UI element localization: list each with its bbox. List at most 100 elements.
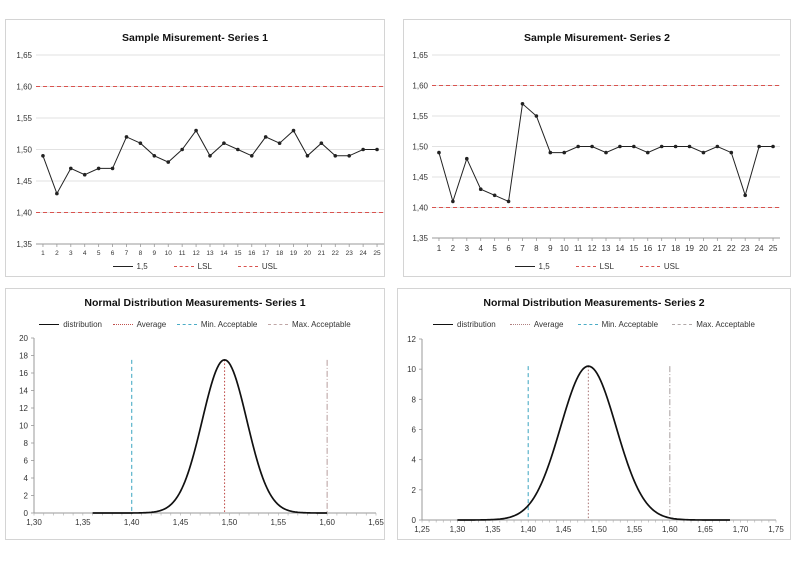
y-tick-label: 1,35 <box>412 234 428 243</box>
x-tick-label: 14 <box>220 250 228 257</box>
x-tick-label: 18 <box>671 244 680 253</box>
data-point <box>548 150 553 155</box>
series-line <box>42 129 378 195</box>
data-point <box>194 128 198 133</box>
x-tick-label: 18 <box>276 250 284 257</box>
x-tick-label: 1 <box>41 250 45 257</box>
x-tick-label: 1,75 <box>768 525 784 534</box>
data-point <box>124 135 129 139</box>
x-tick-label: 1,30 <box>26 518 42 527</box>
data-point <box>222 141 226 145</box>
y-tick-label: 18 <box>19 352 28 361</box>
x-tick-label: 21 <box>713 244 722 253</box>
legend-label: Average <box>533 320 564 329</box>
y-tick-label: 10 <box>407 365 416 374</box>
x-tick-label: 4 <box>478 244 483 253</box>
data-point <box>604 150 608 155</box>
y-tick-label: 8 <box>24 439 29 448</box>
y-tick-label: 4 <box>412 456 417 465</box>
legend-label: Max. Acceptable <box>696 320 755 329</box>
x-tick-label: 1,25 <box>414 525 430 534</box>
x-tick-label: 1,35 <box>75 518 91 527</box>
data-point <box>451 199 455 204</box>
legend-item-min-acceptable: Min. Acceptable <box>176 320 258 329</box>
y-tick-label: 1,55 <box>16 114 32 123</box>
y-tick-label: 14 <box>19 387 28 396</box>
x-tick-label: 1,40 <box>124 518 140 527</box>
chart-legend: 1,5 LSL USL <box>404 262 790 271</box>
data-point <box>69 166 73 171</box>
x-tick-label: 1,30 <box>450 525 466 534</box>
y-tick-label: 1,40 <box>16 209 32 218</box>
data-point <box>673 144 678 149</box>
y-tick-label: 1,35 <box>16 240 32 249</box>
data-point <box>333 154 338 158</box>
y-tick-label: 1,50 <box>16 146 32 155</box>
y-tick-label: 1,55 <box>412 112 428 121</box>
y-tick-label: 4 <box>24 474 29 483</box>
line-chart-series-1: 1,351,401,451,501,551,601,651 2 3 4 5 6 7 8 9 10 1… <box>16 51 384 257</box>
chart-legend: 1,5 LSL USL <box>6 262 384 271</box>
x-tick-label: 6 <box>111 250 115 257</box>
data-point <box>208 154 212 158</box>
chart-panel-distribution-1: Normal Distribution Measurements- Series… <box>5 288 385 540</box>
x-tick-label: 1,55 <box>270 518 286 527</box>
x-tick-label: 16 <box>643 244 652 253</box>
x-tick-label: 25 <box>373 250 381 257</box>
data-point <box>375 147 379 152</box>
y-tick-label: 2 <box>412 486 417 495</box>
x-tick-label: 20 <box>699 244 708 253</box>
data-point <box>277 141 282 145</box>
data-point <box>305 154 310 158</box>
y-tick-label: 8 <box>412 395 417 404</box>
data-point <box>534 114 539 118</box>
legend-item-max-acceptable: Max. Acceptable <box>672 320 755 329</box>
y-tick-label: 20 <box>19 334 28 343</box>
x-tick-label: 23 <box>346 250 354 257</box>
data-point <box>632 144 636 149</box>
chart-panel-distribution-2: Normal Distribution Measurements- Series… <box>397 288 791 540</box>
x-tick-label: 10 <box>165 250 173 257</box>
chart-legend: distribution Average Min. Acceptable Max… <box>6 320 384 329</box>
legend-label: Max. Acceptable <box>291 320 351 329</box>
y-tick-label: 1,40 <box>412 204 428 213</box>
x-tick-label: 1,45 <box>173 518 189 527</box>
y-tick-label: 12 <box>407 335 416 344</box>
x-tick-label: 1,65 <box>697 525 713 534</box>
legend-label: 1,5 <box>136 262 148 271</box>
legend-item-measurement: 1,5 <box>514 262 550 271</box>
data-point <box>291 128 296 133</box>
y-tick-label: 1,65 <box>16 51 32 60</box>
x-tick-label: 5 <box>97 250 101 257</box>
y-tick-label: 0 <box>412 516 417 525</box>
x-tick-label: 1,40 <box>520 525 536 534</box>
legend-label: Average <box>136 320 167 329</box>
x-tick-label: 6 <box>506 244 511 253</box>
x-tick-label: 20 <box>304 250 312 257</box>
y-tick-label: 10 <box>19 422 28 431</box>
data-point <box>645 150 650 155</box>
x-tick-label: 1,50 <box>591 525 607 534</box>
data-point <box>263 135 268 139</box>
chart-legend: distribution Average Min. Acceptable Max… <box>398 320 790 329</box>
legend-label: LSL <box>197 262 212 271</box>
chart-title: Normal Distribution Measurements- Series… <box>84 297 306 309</box>
x-tick-label: 11 <box>179 250 186 257</box>
y-tick-label: 1,60 <box>16 83 32 92</box>
data-point <box>82 172 87 177</box>
legend-label: 1,5 <box>538 262 550 271</box>
data-point <box>55 191 59 196</box>
legend-label: LSL <box>599 262 614 271</box>
data-point <box>715 144 720 149</box>
data-point <box>465 156 469 161</box>
y-tick-label: 1,50 <box>412 143 428 152</box>
x-tick-label: 3 <box>69 250 73 257</box>
chart-title: Normal Distribution Measurements- Series… <box>483 297 705 309</box>
legend-label: Min. Acceptable <box>200 320 258 329</box>
data-point <box>347 154 352 158</box>
legend-label: Min. Acceptable <box>601 320 659 329</box>
x-tick-label: 13 <box>206 250 214 257</box>
data-point <box>96 166 101 171</box>
y-tick-label: 12 <box>19 404 28 413</box>
legend-item-usl: USL <box>639 262 679 271</box>
